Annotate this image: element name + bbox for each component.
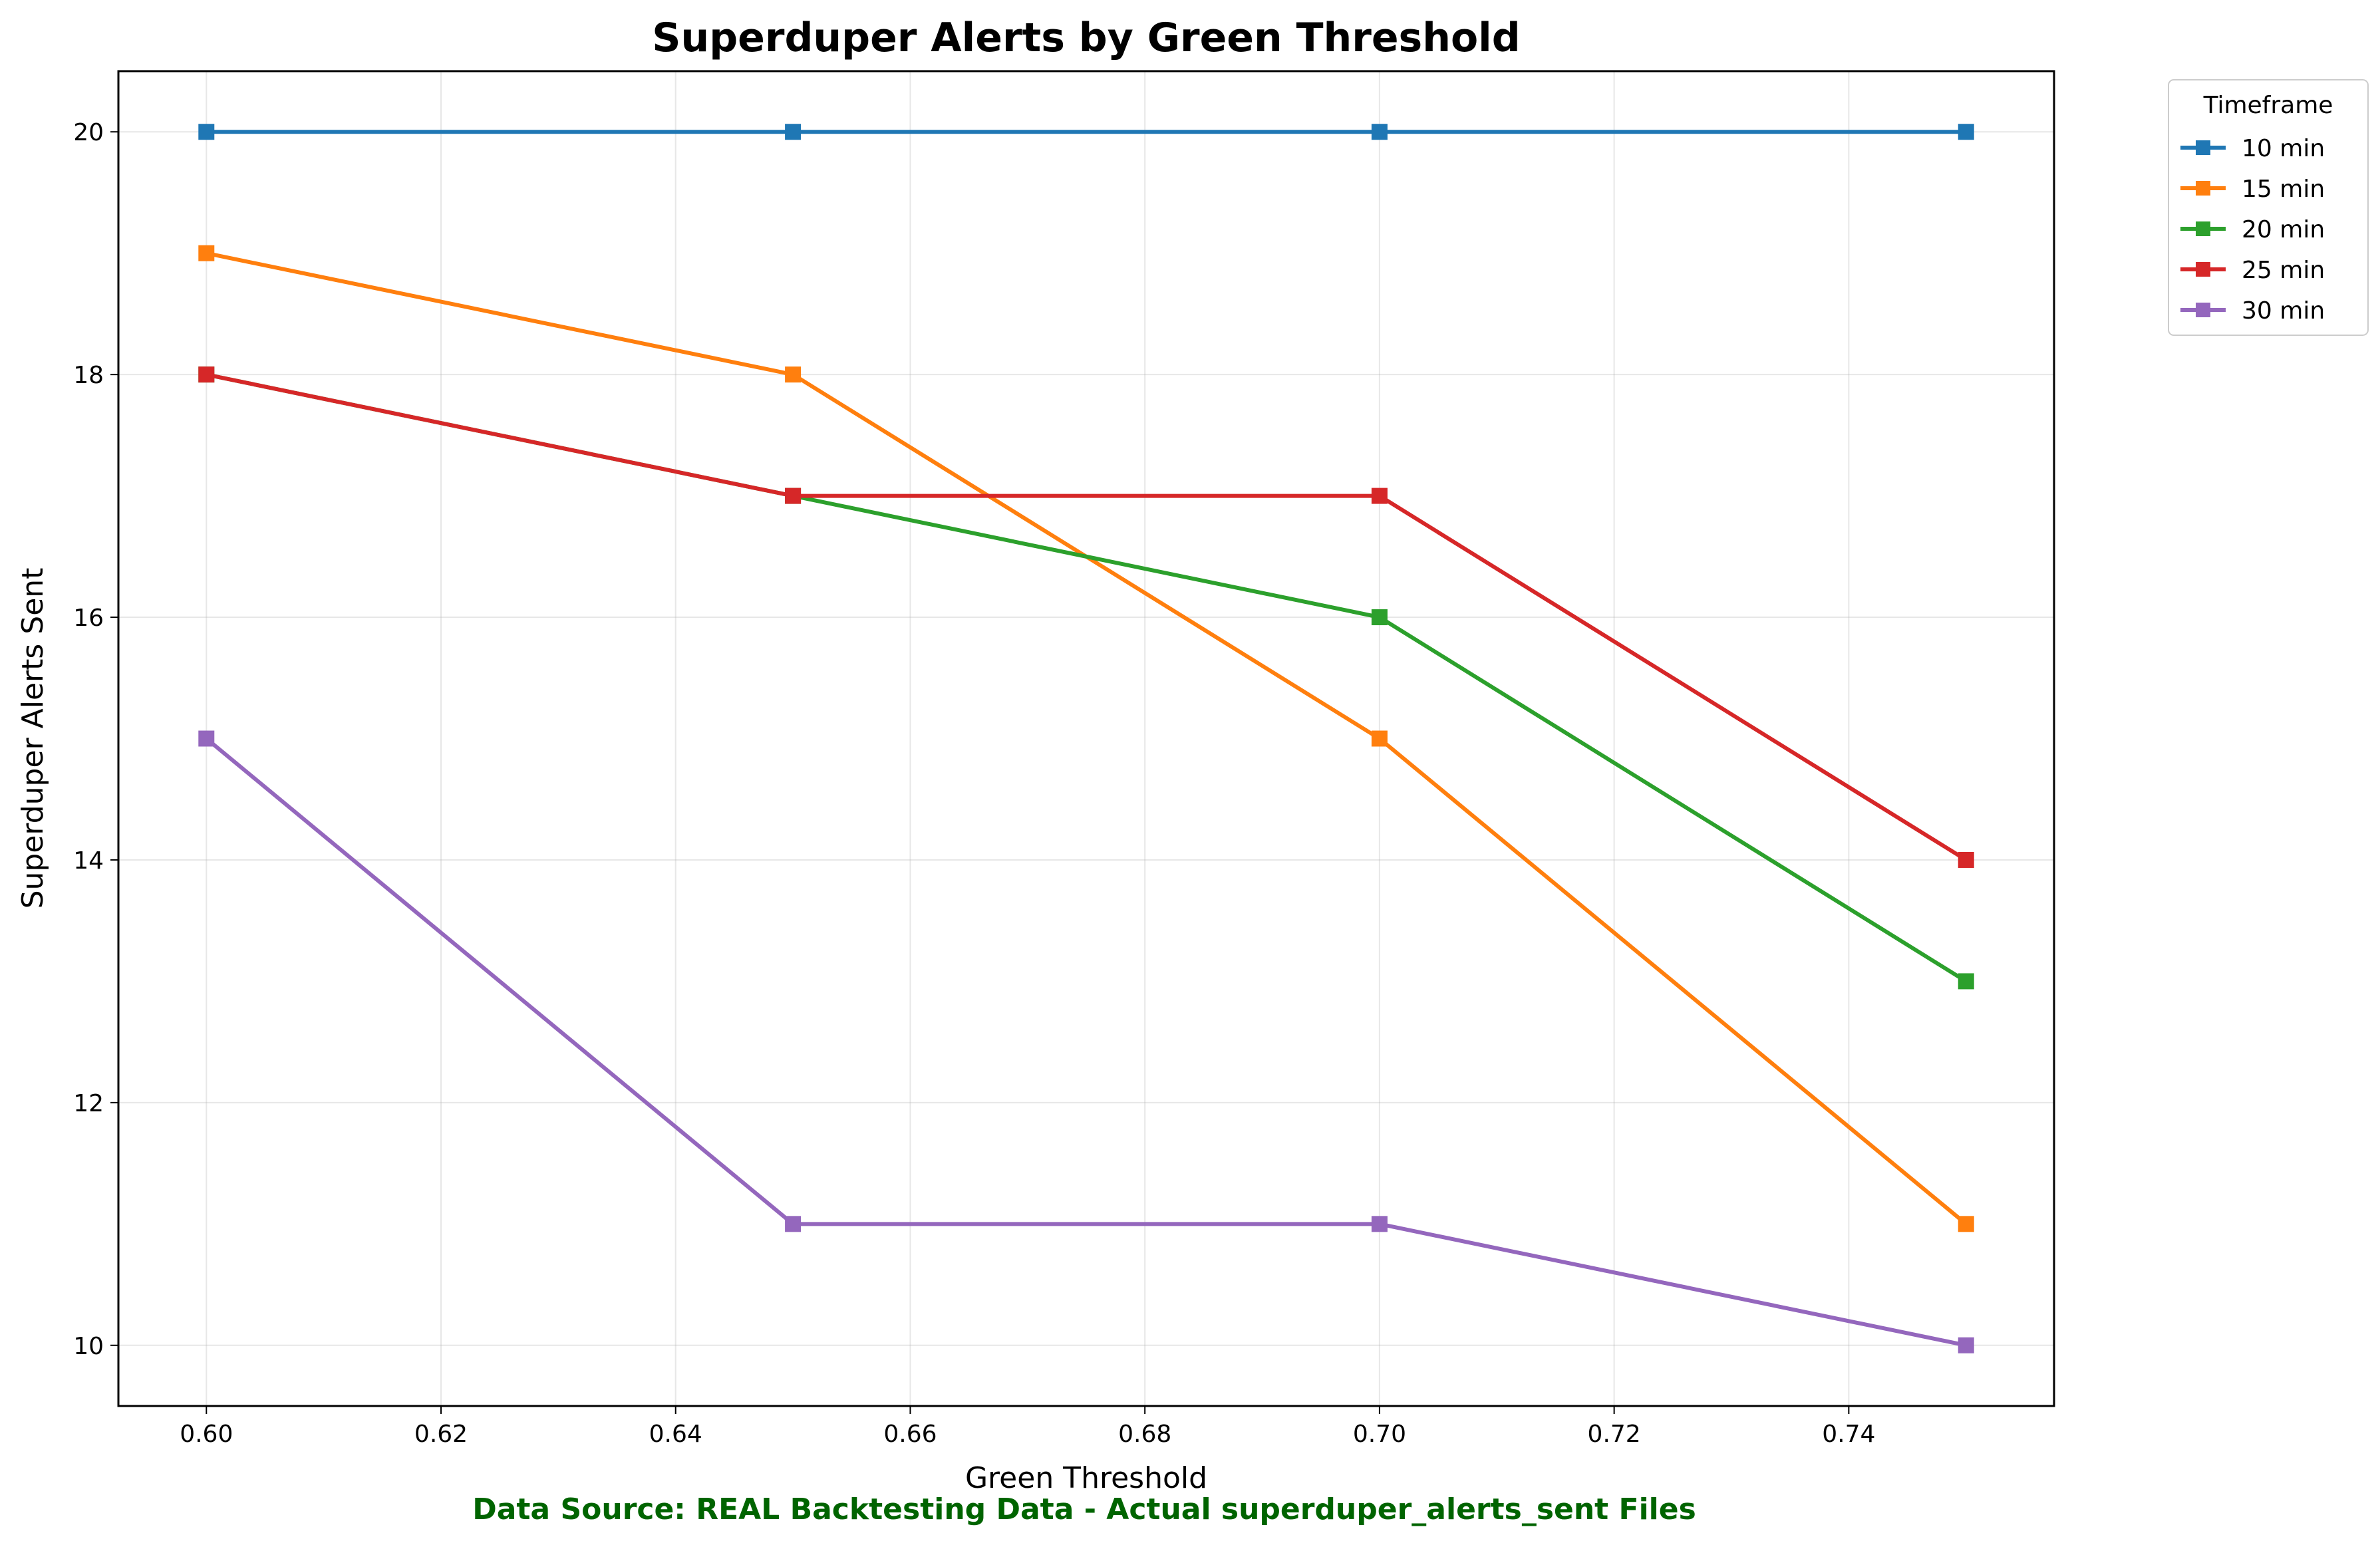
data-point [1958,124,1974,140]
legend-label: 10 min [2242,135,2325,162]
legend-item: 20 min [2180,216,2325,243]
legend-items: 10 min 15 min 20 min 25 min 30 min [2180,135,2325,325]
series-10-min [198,124,1974,140]
data-point [1958,1216,1974,1232]
legend-marker [2196,221,2210,236]
x-tick-label: 0.72 [1588,1421,1641,1448]
data-source-footnote: Data Source: REAL Backtesting Data - Act… [472,1492,1696,1526]
x-tick-label: 0.74 [1822,1421,1875,1448]
legend-marker [2196,262,2210,277]
series-line [205,737,1967,1347]
data-point [1371,730,1388,747]
x-tick-label: 0.64 [649,1421,702,1448]
legend-label: 20 min [2242,216,2325,243]
data-point [198,245,215,261]
legend-item: 30 min [2180,297,2325,325]
data-point [1371,1216,1388,1232]
legend-item: 25 min [2180,257,2325,284]
legend-title: Timeframe [2203,92,2333,119]
series-30-min [198,730,1974,1353]
y-tick-label: 18 [73,362,104,389]
series-line [206,372,1968,862]
legend: Timeframe 10 min 15 min 20 min 25 min 30 min [2168,79,2369,336]
y-tick-label: 14 [73,847,104,875]
data-point [1371,488,1388,504]
series-25-min [198,366,1974,868]
data-point [1958,973,1974,990]
legend-marker [2196,181,2210,196]
x-tick-label: 0.66 [883,1421,937,1448]
axis-ticks: 0.60 0.62 0.64 0.66 0.68 0.70 0.72 0.74 10 12 14 16… [73,119,1875,1448]
data-point [1958,851,1974,868]
chart-title: Superduper Alerts by Green Threshold [652,15,1520,61]
data-point [785,1216,802,1232]
legend-marker [2196,303,2210,317]
y-axis-label: Superduper Alerts Sent [16,568,50,909]
y-tick-label: 16 [73,605,104,632]
x-tick-label: 0.62 [414,1421,468,1448]
data-point [198,366,215,383]
data-point [785,366,802,383]
data-point [785,124,802,140]
data-point [198,124,215,140]
legend-item: 10 min [2180,135,2325,162]
legend-label: 15 min [2242,176,2325,203]
y-tick-label: 20 [73,119,104,146]
data-point [1958,1337,1974,1353]
legend-label: 25 min [2242,257,2325,284]
x-tick-label: 0.68 [1118,1421,1171,1448]
data-point [198,730,215,747]
legend-label: 30 min [2242,297,2325,325]
legend-item: 15 min [2180,176,2325,203]
data-point [785,488,802,504]
x-tick-label: 0.60 [180,1421,233,1448]
plot-frame [117,70,2055,1407]
x-axis-label: Green Threshold [965,1461,1207,1495]
series-lines [198,124,1974,1353]
y-tick-label: 10 [73,1333,104,1360]
y-tick-label: 12 [73,1090,104,1117]
x-tick-label: 0.70 [1353,1421,1406,1448]
legend-marker [2196,140,2210,155]
data-point [1371,609,1388,626]
data-point [1371,124,1388,140]
